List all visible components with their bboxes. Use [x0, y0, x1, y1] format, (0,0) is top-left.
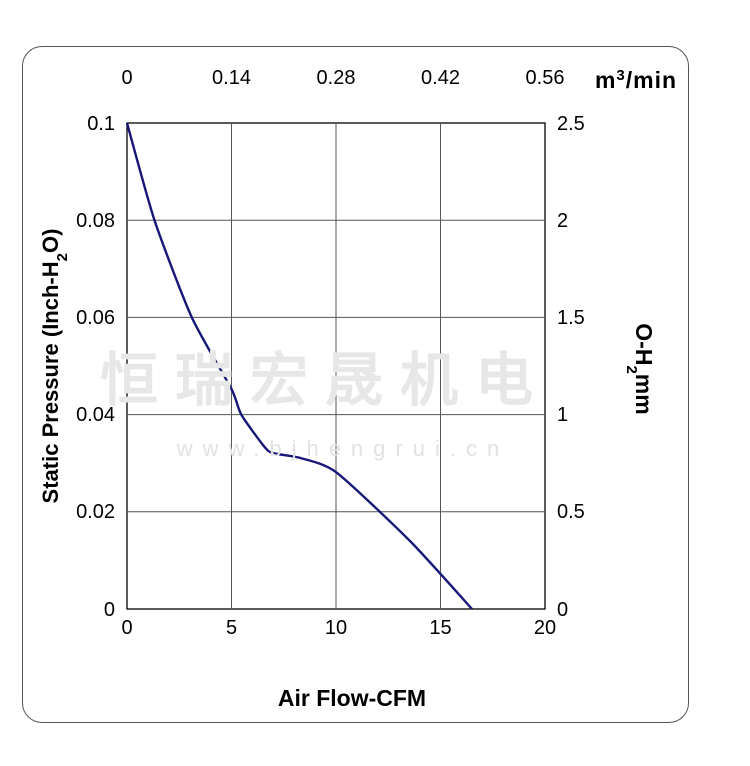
svg-text:0: 0 [121, 67, 132, 89]
svg-text:0.28: 0.28 [317, 67, 356, 89]
svg-text:1: 1 [557, 404, 568, 426]
svg-text:0.06: 0.06 [76, 307, 115, 329]
svg-text:15: 15 [429, 617, 451, 639]
svg-text:0.08: 0.08 [76, 210, 115, 232]
svg-text:O-H2mm: O-H2mm [624, 323, 658, 414]
svg-text:0: 0 [104, 599, 115, 621]
svg-text:0.5: 0.5 [557, 501, 585, 523]
svg-text:5: 5 [226, 617, 237, 639]
svg-text:0.14: 0.14 [212, 67, 251, 89]
svg-text:2: 2 [557, 210, 568, 232]
svg-text:www.bjhengrui.cn: www.bjhengrui.cn [176, 436, 509, 461]
svg-text:恒瑞宏晟机电: 恒瑞宏晟机电 [100, 348, 550, 413]
svg-text:0.02: 0.02 [76, 501, 115, 523]
svg-text:0.56: 0.56 [526, 67, 565, 89]
svg-text:0.42: 0.42 [421, 67, 460, 89]
svg-text:0: 0 [121, 617, 132, 639]
svg-text:1.5: 1.5 [557, 307, 585, 329]
svg-text:Air Flow-CFM: Air Flow-CFM [278, 685, 426, 711]
svg-text:m3/min: m3/min [595, 67, 677, 94]
svg-text:Static Pressure (Inch-H2O): Static Pressure (Inch-H2O) [38, 229, 71, 504]
svg-text:0: 0 [557, 599, 568, 621]
svg-text:0.1: 0.1 [87, 113, 115, 135]
svg-text:2.5: 2.5 [557, 113, 585, 135]
svg-text:20: 20 [534, 617, 556, 639]
svg-text:10: 10 [325, 617, 347, 639]
